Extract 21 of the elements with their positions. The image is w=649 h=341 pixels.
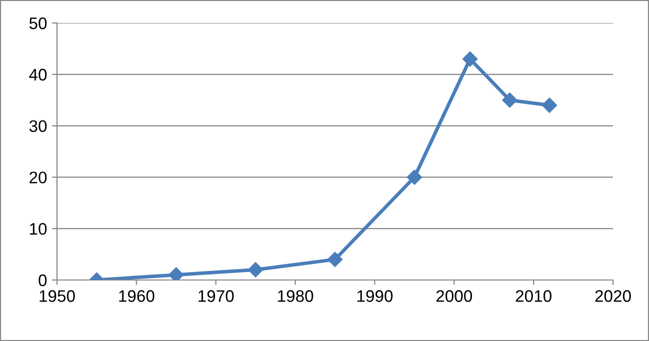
point — [406, 170, 422, 185]
point — [168, 267, 184, 280]
y-tick-label: 10 — [30, 223, 47, 235]
x-tick-label: 2010 — [516, 290, 552, 302]
point — [462, 51, 478, 67]
point — [502, 92, 518, 108]
x-tick-label: 1980 — [278, 290, 314, 302]
x-tick-label: 2020 — [595, 290, 631, 302]
x-tick-label: 2000 — [436, 290, 472, 302]
x-tick-label: 1950 — [40, 290, 75, 302]
y-tick-label: 30 — [29, 120, 47, 132]
point — [327, 252, 343, 268]
y-tick-label: 40 — [29, 68, 47, 81]
y-tick-label: 20 — [30, 172, 47, 184]
x-tick-label: 1960 — [119, 290, 154, 302]
x-tick-label: 1970 — [198, 290, 234, 302]
y-tick-label: 50 — [29, 17, 47, 30]
y-tick-label: 0 — [38, 274, 47, 286]
point — [542, 98, 558, 113]
point — [248, 262, 264, 278]
x-tick-label: 1990 — [357, 290, 393, 302]
